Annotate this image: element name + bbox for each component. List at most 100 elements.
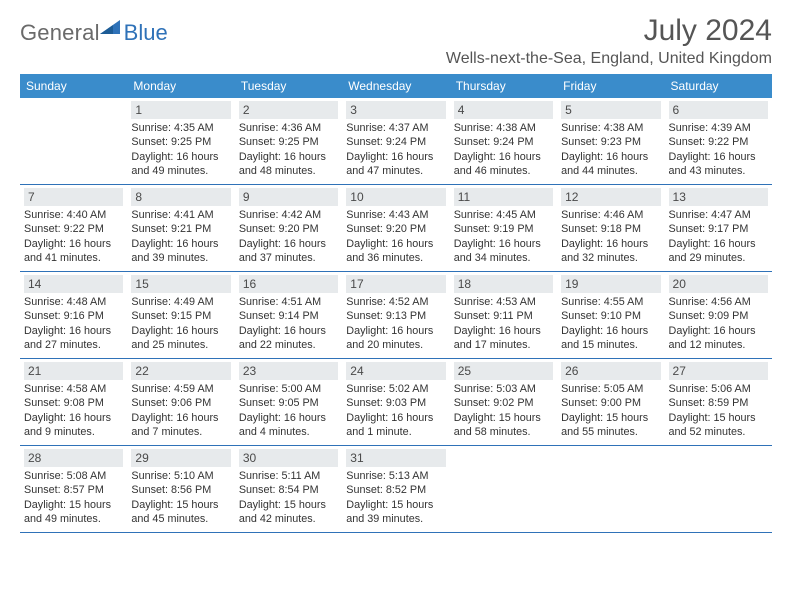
daylight-line: Daylight: 16 hours and 47 minutes. [346,150,445,179]
day-cell: 21Sunrise: 4:58 AMSunset: 9:08 PMDayligh… [20,359,127,446]
calendar-head: SundayMondayTuesdayWednesdayThursdayFrid… [20,74,772,98]
daylight-line: Daylight: 16 hours and 41 minutes. [24,237,123,266]
sunrise-line: Sunrise: 4:37 AM [346,121,445,135]
sunrise-line: Sunrise: 4:47 AM [669,208,768,222]
sunrise-line: Sunrise: 5:03 AM [454,382,553,396]
day-text: Sunrise: 4:49 AMSunset: 9:15 PMDaylight:… [131,295,230,352]
sunset-line: Sunset: 9:13 PM [346,309,445,323]
sunset-line: Sunset: 9:10 PM [561,309,660,323]
day-cell: 15Sunrise: 4:49 AMSunset: 9:15 PMDayligh… [127,272,234,359]
sunrise-line: Sunrise: 4:38 AM [454,121,553,135]
day-cell: 16Sunrise: 4:51 AMSunset: 9:14 PMDayligh… [235,272,342,359]
sunrise-line: Sunrise: 5:05 AM [561,382,660,396]
sunset-line: Sunset: 9:16 PM [24,309,123,323]
day-text: Sunrise: 4:36 AMSunset: 9:25 PMDaylight:… [239,121,338,178]
sunrise-line: Sunrise: 5:02 AM [346,382,445,396]
day-number: 3 [346,101,445,119]
daylight-line: Daylight: 16 hours and 22 minutes. [239,324,338,353]
daylight-line: Daylight: 16 hours and 9 minutes. [24,411,123,440]
page-header: General Blue July 2024 Wells-next-the-Se… [20,14,772,68]
day-text: Sunrise: 4:43 AMSunset: 9:20 PMDaylight:… [346,208,445,265]
day-cell: 30Sunrise: 5:11 AMSunset: 8:54 PMDayligh… [235,446,342,533]
sunrise-line: Sunrise: 4:51 AM [239,295,338,309]
empty-cell [557,446,664,533]
daylight-line: Daylight: 16 hours and 37 minutes. [239,237,338,266]
day-cell: 27Sunrise: 5:06 AMSunset: 8:59 PMDayligh… [665,359,772,446]
sunrise-line: Sunrise: 5:10 AM [131,469,230,483]
day-number: 31 [346,449,445,467]
daylight-line: Daylight: 16 hours and 29 minutes. [669,237,768,266]
day-number: 23 [239,362,338,380]
day-number: 12 [561,188,660,206]
day-cell: 14Sunrise: 4:48 AMSunset: 9:16 PMDayligh… [20,272,127,359]
sunset-line: Sunset: 9:22 PM [24,222,123,236]
sunrise-line: Sunrise: 4:43 AM [346,208,445,222]
day-cell: 11 Sunrise: 4:45 AMSunset: 9:19 PMDayligh… [450,185,557,272]
sunset-line: Sunset: 9:05 PM [239,396,338,410]
daylight-line: Daylight: 16 hours and 34 minutes. [454,237,553,266]
day-text: Sunrise: 4:46 AMSunset: 9:18 PMDaylight:… [561,208,660,265]
sunrise-line: Sunrise: 4:56 AM [669,295,768,309]
daylight-line: Daylight: 15 hours and 42 minutes. [239,498,338,527]
daylight-line: Daylight: 15 hours and 39 minutes. [346,498,445,527]
title-block: July 2024 Wells-next-the-Sea, England, U… [446,14,772,68]
day-header: Thursday [450,74,557,98]
sunset-line: Sunset: 9:22 PM [669,135,768,149]
sunset-line: Sunset: 9:24 PM [454,135,553,149]
day-text: Sunrise: 4:38 AMSunset: 9:23 PMDaylight:… [561,121,660,178]
daylight-line: Daylight: 16 hours and 15 minutes. [561,324,660,353]
sunset-line: Sunset: 9:21 PM [131,222,230,236]
day-text: Sunrise: 5:11 AMSunset: 8:54 PMDaylight:… [239,469,338,526]
sunrise-line: Sunrise: 4:55 AM [561,295,660,309]
sunset-line: Sunset: 9:20 PM [239,222,338,236]
day-text: Sunrise: 4:37 AMSunset: 9:24 PMDaylight:… [346,121,445,178]
sunset-line: Sunset: 8:52 PM [346,483,445,497]
sunset-line: Sunset: 9:25 PM [239,135,338,149]
week-row: 21Sunrise: 4:58 AMSunset: 9:08 PMDayligh… [20,359,772,446]
day-text: Sunrise: 4:42 AMSunset: 9:20 PMDaylight:… [239,208,338,265]
day-header: Wednesday [342,74,449,98]
day-text: Sunrise: 4:35 AMSunset: 9:25 PMDaylight:… [131,121,230,178]
day-cell: 1Sunrise: 4:35 AMSunset: 9:25 PMDaylight… [127,98,234,185]
page-subtitle: Wells-next-the-Sea, England, United King… [446,50,772,68]
day-header: Tuesday [235,74,342,98]
day-text: Sunrise: 4:59 AMSunset: 9:06 PMDaylight:… [131,382,230,439]
day-header: Sunday [20,74,127,98]
sunrise-line: Sunrise: 4:59 AM [131,382,230,396]
day-cell: 23Sunrise: 5:00 AMSunset: 9:05 PMDayligh… [235,359,342,446]
day-number: 19 [561,275,660,293]
sunrise-line: Sunrise: 5:13 AM [346,469,445,483]
sunrise-line: Sunrise: 5:00 AM [239,382,338,396]
sunset-line: Sunset: 9:17 PM [669,222,768,236]
day-number: 24 [346,362,445,380]
sunrise-line: Sunrise: 5:08 AM [24,469,123,483]
daylight-line: Daylight: 15 hours and 55 minutes. [561,411,660,440]
week-row: 1Sunrise: 4:35 AMSunset: 9:25 PMDaylight… [20,98,772,185]
daylight-line: Daylight: 16 hours and 12 minutes. [669,324,768,353]
day-cell: 24 Sunrise: 5:02 AMSunset: 9:03 PMDayligh… [342,359,449,446]
brand-logo: General Blue [20,14,168,46]
day-text: Sunrise: 5:02 AMSunset: 9:03 PMDaylight:… [346,382,445,439]
sunrise-line: Sunrise: 4:36 AM [239,121,338,135]
sunset-line: Sunset: 9:15 PM [131,309,230,323]
day-text: Sunrise: 4:45 AMSunset: 9:19 PMDaylight:… [454,208,553,265]
empty-cell [665,446,772,533]
day-number: 11 [454,188,553,206]
daylight-line: Daylight: 16 hours and 39 minutes. [131,237,230,266]
brand-triangle-icon [100,20,120,39]
day-number: 18 [454,275,553,293]
day-number: 13 [669,188,768,206]
daylight-line: Daylight: 15 hours and 45 minutes. [131,498,230,527]
sunrise-line: Sunrise: 4:48 AM [24,295,123,309]
day-cell: 7Sunrise: 4:40 AMSunset: 9:22 PMDaylight… [20,185,127,272]
sunset-line: Sunset: 9:02 PM [454,396,553,410]
sunrise-line: Sunrise: 4:45 AM [454,208,553,222]
day-number: 20 [669,275,768,293]
day-text: Sunrise: 4:53 AMSunset: 9:11 PMDaylight:… [454,295,553,352]
day-number: 17 [346,275,445,293]
week-row: 14Sunrise: 4:48 AMSunset: 9:16 PMDayligh… [20,272,772,359]
empty-cell [450,446,557,533]
week-row: 28Sunrise: 5:08 AMSunset: 8:57 PMDayligh… [20,446,772,533]
day-header: Friday [557,74,664,98]
daylight-line: Daylight: 16 hours and 7 minutes. [131,411,230,440]
